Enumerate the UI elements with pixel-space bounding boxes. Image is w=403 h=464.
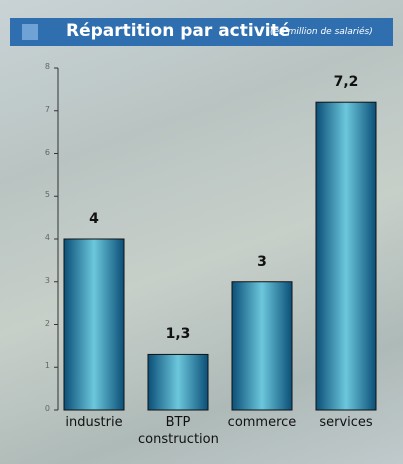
value-label: 3 (232, 254, 292, 270)
y-tick-label: 4 (30, 233, 50, 242)
y-tick-label: 3 (30, 276, 50, 285)
x-tick-label: commerce (222, 414, 302, 431)
y-tick-label: 0 (30, 404, 50, 413)
y-tick-label: 5 (30, 190, 50, 199)
y-tick-label: 1 (30, 361, 50, 370)
x-tick-label: BTP construction (138, 414, 218, 448)
x-tick-label: industrie (54, 414, 134, 431)
chart: Répartition par activité (en million de … (0, 0, 403, 464)
bar (316, 102, 376, 410)
y-tick-label: 6 (30, 148, 50, 157)
y-tick-label: 8 (30, 62, 50, 71)
value-label: 1,3 (148, 326, 208, 342)
value-label: 7,2 (316, 74, 376, 90)
bar (148, 354, 208, 410)
plot (0, 0, 403, 464)
value-label: 4 (64, 211, 124, 227)
y-tick-label: 7 (30, 105, 50, 114)
bar (64, 239, 124, 410)
bar (232, 282, 292, 410)
x-tick-label: services (306, 414, 386, 431)
y-tick-label: 2 (30, 319, 50, 328)
